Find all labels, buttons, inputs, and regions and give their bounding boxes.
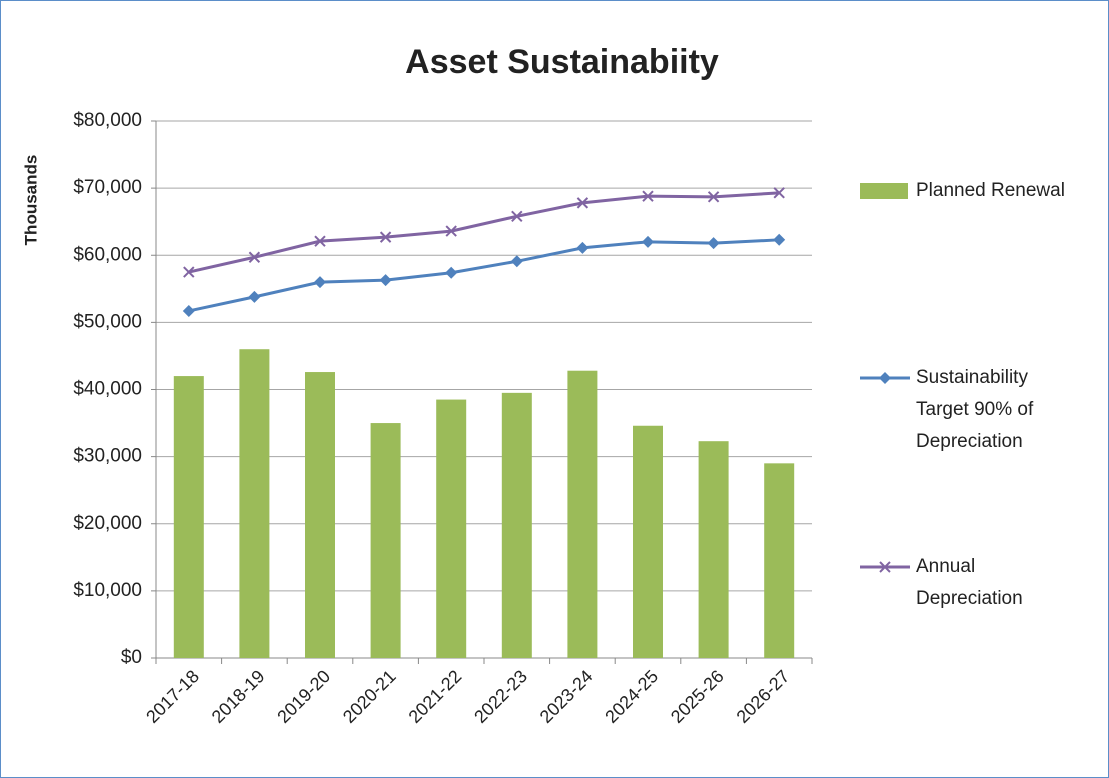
bar: [698, 441, 729, 658]
y-tick-label: $0: [121, 647, 142, 668]
marker: [707, 237, 720, 250]
bar: [305, 372, 335, 658]
legend-marker: [879, 372, 891, 384]
marker: [511, 210, 523, 223]
y-tick-label: $10,000: [73, 580, 142, 601]
bar: [173, 376, 204, 658]
marker: [314, 235, 326, 247]
marker: [445, 266, 458, 279]
marker: [248, 251, 261, 263]
marker: [379, 231, 392, 243]
y-tick-label: $20,000: [73, 513, 142, 534]
y-tick-label: $50,000: [73, 311, 142, 332]
bar: [633, 425, 663, 658]
y-tick-label: $60,000: [73, 244, 142, 265]
legend-swatch: [860, 183, 908, 199]
line: [188, 191, 780, 274]
marker: [576, 197, 589, 209]
bar: [764, 463, 795, 658]
legend-marker: [879, 561, 891, 573]
line: [188, 238, 780, 313]
y-axis-label: Thousands: [21, 155, 40, 246]
marker: [314, 276, 326, 289]
marker: [773, 233, 786, 246]
marker: [642, 190, 654, 202]
marker: [248, 290, 261, 303]
bar: [501, 392, 532, 658]
marker: [379, 274, 392, 287]
bar: [436, 399, 467, 658]
y-tick-label: $70,000: [73, 177, 142, 198]
marker: [510, 255, 523, 268]
marker: [642, 235, 654, 248]
y-tick-label: $30,000: [73, 446, 142, 467]
legend-label: Sustainability Target 90% of Depreciatio…: [916, 367, 1034, 452]
bar: [239, 349, 270, 658]
y-tick-label: $40,000: [73, 379, 142, 400]
marker: [707, 191, 720, 203]
marker: [445, 225, 457, 237]
marker: [773, 187, 785, 199]
bar: [567, 370, 598, 658]
marker: [576, 241, 589, 254]
legend-label: Annual Depreciation: [916, 556, 1023, 609]
bar: [370, 423, 401, 658]
y-tick-label: $80,000: [73, 110, 142, 131]
marker: [183, 266, 195, 278]
chart-title: Asset Sustainabiity: [405, 43, 719, 81]
marker: [182, 304, 195, 317]
legend-label: Planned Renewal: [916, 180, 1065, 201]
